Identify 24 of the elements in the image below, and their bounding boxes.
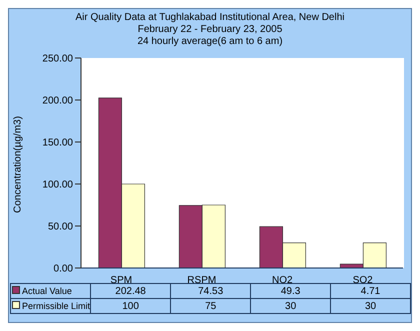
- y-tick-label: 200.00: [42, 96, 74, 107]
- y-tick-label: 50.00: [48, 222, 74, 233]
- y-tick-label: 250.00: [42, 54, 74, 65]
- legend-label: Permissible Limit: [10, 298, 91, 314]
- x-tick-label: SPM: [110, 275, 132, 286]
- data-label: 30: [250, 298, 331, 314]
- data-label: 202.48: [90, 284, 171, 298]
- data-label: 30: [330, 298, 410, 314]
- text: 24 hourly average(6 am to 6 am): [136, 36, 284, 48]
- chart-title: Air Quality Data at Tughlakabad Institutional Area, New Delhi: [74, 12, 346, 24]
- x-tick-label: SO2: [352, 275, 374, 286]
- data-label: 75: [170, 298, 251, 314]
- data-label: 49.3: [250, 284, 331, 298]
- data-label: 74.53: [170, 284, 251, 298]
- x-tick-label: RSPM: [187, 275, 216, 286]
- x-tick-label: NO2: [272, 275, 293, 286]
- y-tick-label: 0.00: [54, 264, 74, 275]
- data-label: 4.71: [330, 284, 410, 298]
- data-label: 100: [90, 298, 171, 314]
- legend-label: Actual Value: [10, 284, 91, 298]
- chart-subtitle: February 22 - February 23, 2005: [136, 24, 284, 36]
- y-axis-title: Concentration(µg/m3): [12, 116, 24, 213]
- y-tick-label: 150.00: [42, 138, 74, 149]
- y-tick-label: 100.00: [42, 180, 74, 191]
